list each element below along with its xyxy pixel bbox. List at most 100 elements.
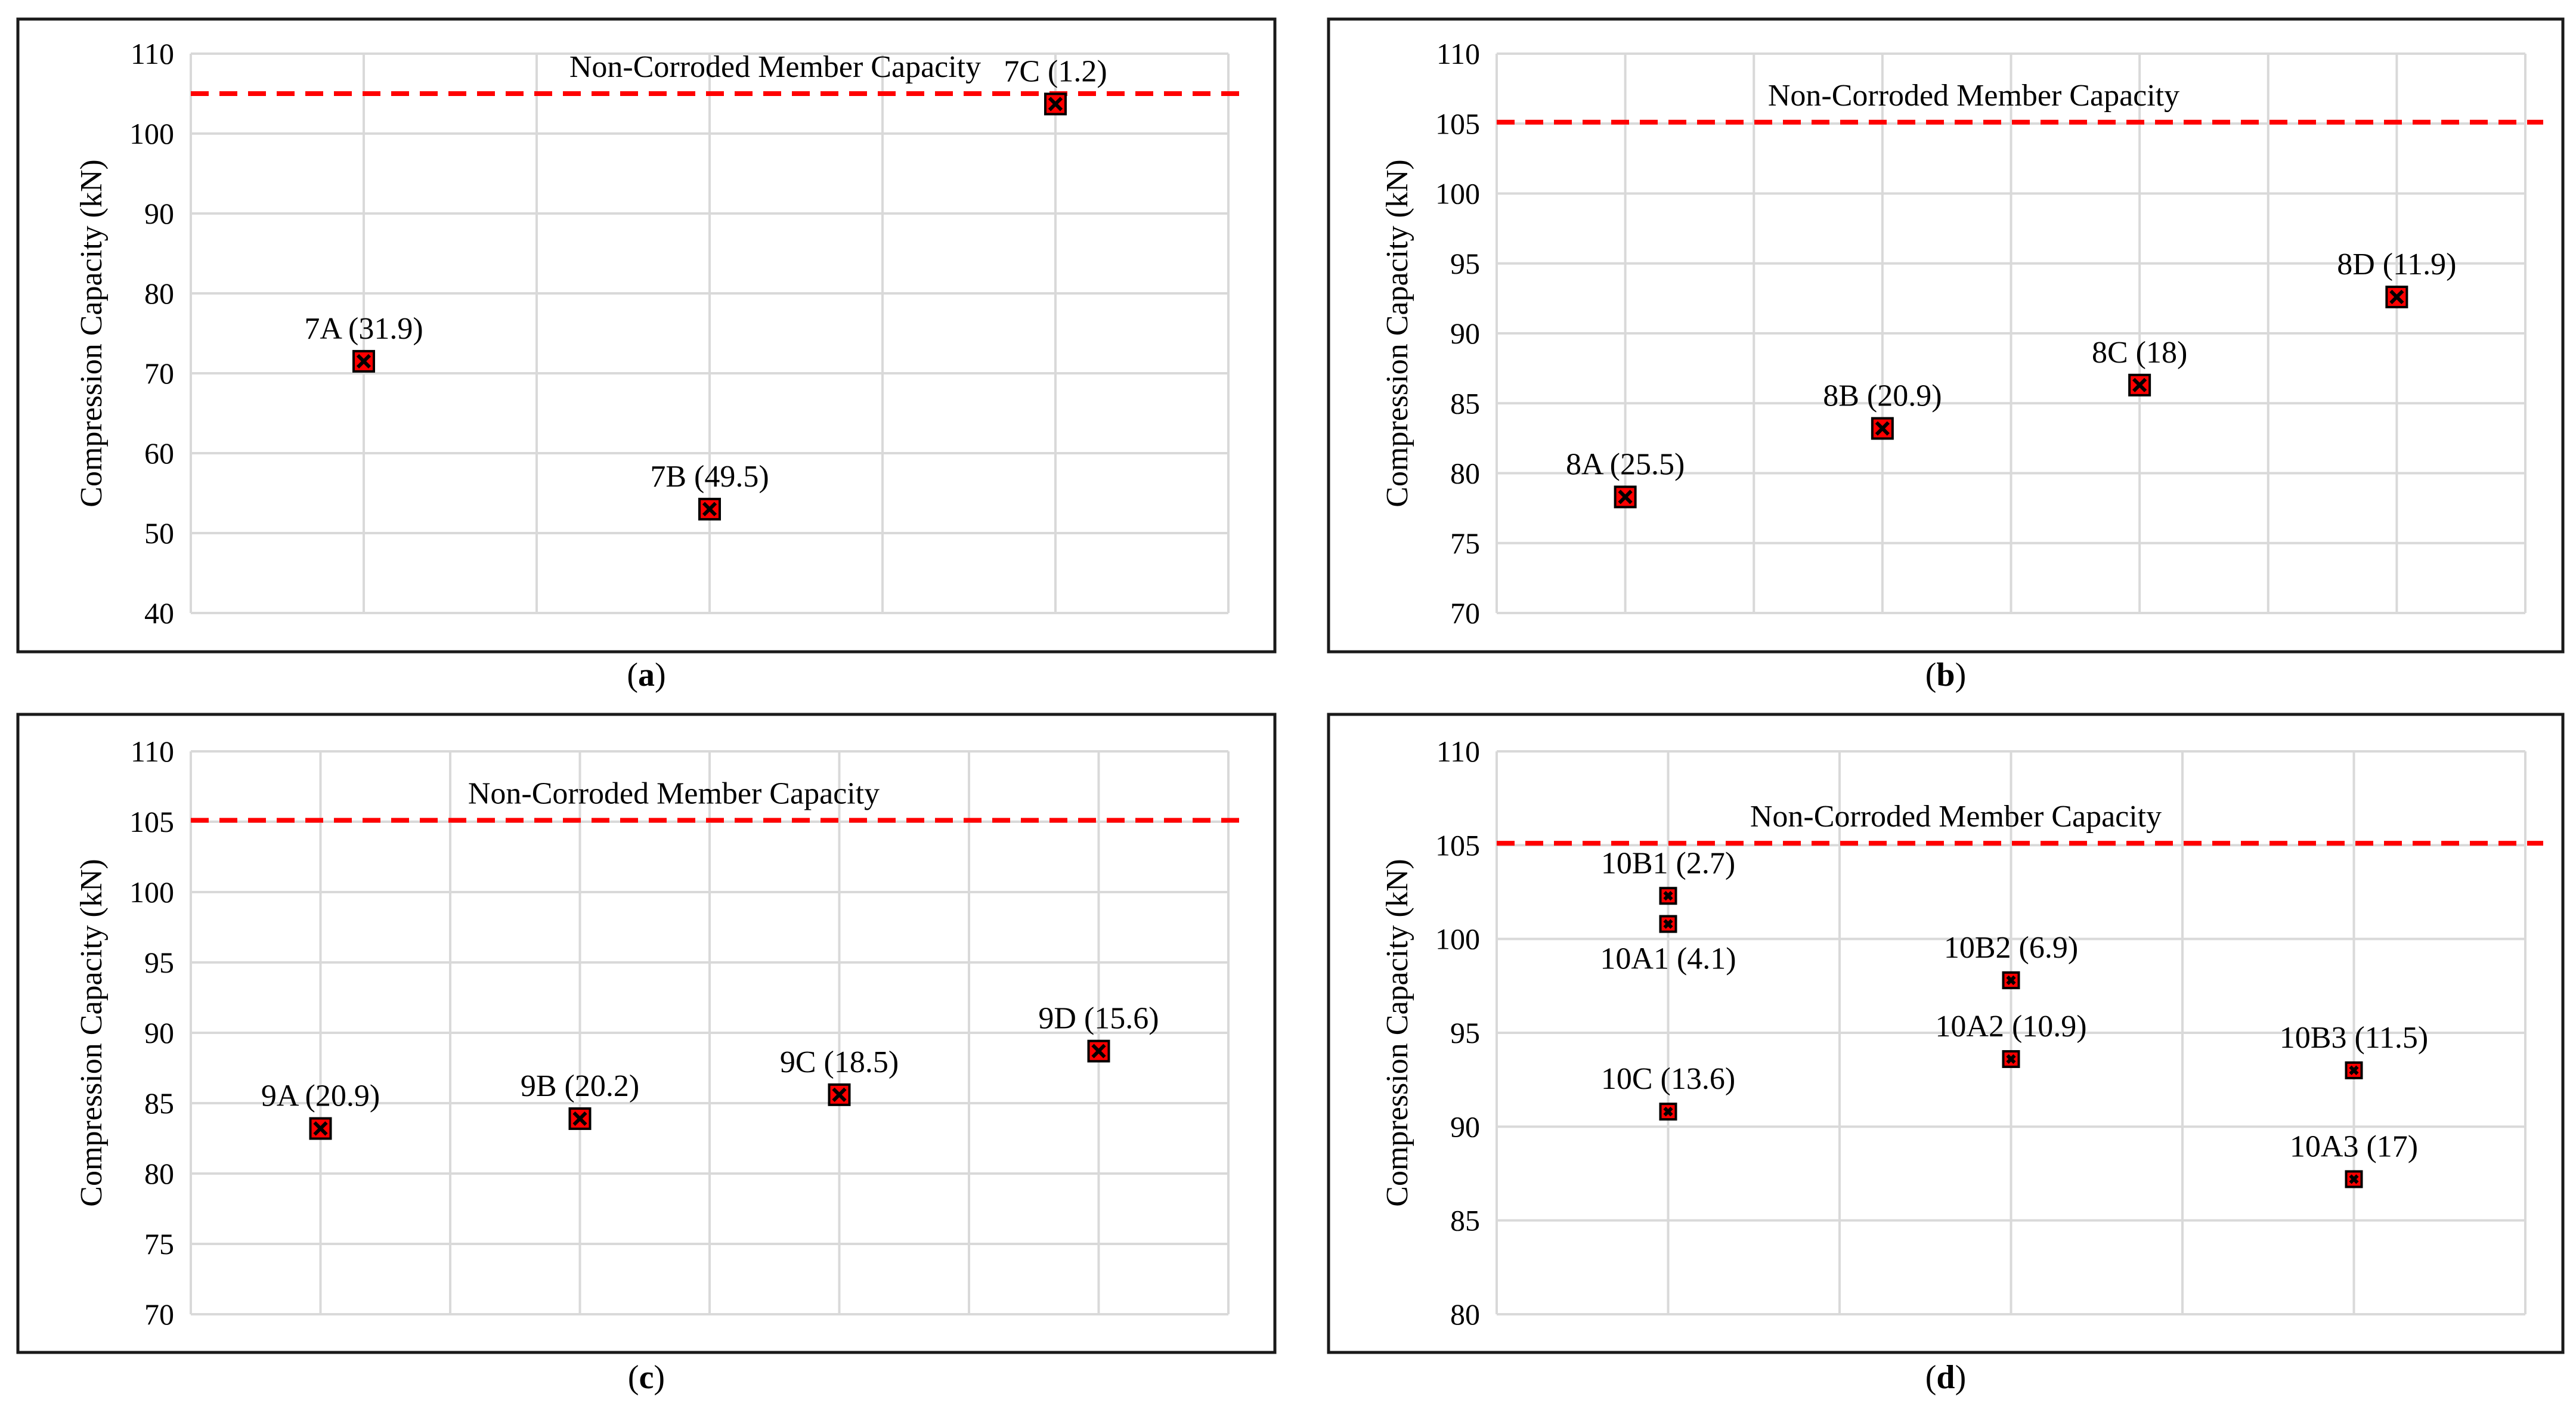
data-point bbox=[309, 1117, 332, 1140]
data-label: 9D (15.6) bbox=[1038, 1002, 1159, 1036]
chart-panel-b: 70 75 80 85 90 95 100 105 110 Compression Capacit… bbox=[1327, 17, 2565, 694]
panel-caption-letter: d bbox=[1936, 1359, 1955, 1396]
data-point-cross bbox=[1048, 97, 1063, 112]
y-tick-label: 90 bbox=[1450, 317, 1480, 350]
y-tick-label: 110 bbox=[1436, 37, 1480, 70]
y-tick-label: 70 bbox=[1450, 596, 1480, 630]
data-point-marker bbox=[568, 1107, 592, 1130]
data-point-marker bbox=[1659, 915, 1677, 933]
reference-line-label: Non-Corroded Member Capacity bbox=[569, 50, 981, 84]
y-axis-title: Compression Capacity (kN) bbox=[75, 859, 109, 1206]
data-point-cross bbox=[1618, 490, 1633, 504]
y-tick-label: 110 bbox=[1436, 735, 1480, 768]
data-label: 7B (49.5) bbox=[650, 460, 769, 494]
data-point bbox=[2345, 1061, 2363, 1079]
data-point bbox=[2128, 373, 2151, 397]
data-point-cross bbox=[313, 1121, 328, 1136]
data-label: 9A (20.9) bbox=[261, 1079, 380, 1113]
data-label: 10B2 (6.9) bbox=[1944, 931, 2078, 965]
data-point-cross bbox=[1091, 1044, 1106, 1058]
data-point-cross bbox=[356, 354, 371, 369]
chart-frame bbox=[16, 713, 1277, 1354]
y-tick-label: 60 bbox=[144, 436, 174, 470]
data-point bbox=[2002, 971, 2020, 989]
data-point bbox=[1659, 887, 1677, 905]
y-tick-label: 100 bbox=[1435, 922, 1480, 956]
panel-caption: (d) bbox=[1925, 1359, 1966, 1396]
y-axis-title: Compression Capacity (kN) bbox=[1380, 859, 1414, 1206]
y-tick-label: 110 bbox=[131, 735, 174, 768]
data-point-marker bbox=[2385, 286, 2408, 309]
data-point-cross bbox=[1875, 421, 1890, 436]
data-point bbox=[1871, 417, 1894, 440]
y-tick-label: 80 bbox=[1450, 457, 1480, 490]
data-point-cross bbox=[2349, 1065, 2359, 1076]
reference-line-label: Non-Corroded Member Capacity bbox=[468, 777, 880, 811]
reference-line-label: Non-Corroded Member Capacity bbox=[1750, 800, 2162, 834]
data-point-marker bbox=[2002, 1050, 2020, 1069]
chart-frame bbox=[16, 17, 1277, 654]
y-tick-label: 100 bbox=[129, 875, 174, 909]
y-axis-title: Compression Capacity (kN) bbox=[1380, 159, 1414, 507]
reference-line-label: Non-Corroded Member Capacity bbox=[1768, 79, 2179, 113]
data-point bbox=[828, 1083, 851, 1106]
panel-caption: (b) bbox=[1925, 657, 1966, 694]
chart-frame bbox=[1327, 17, 2565, 654]
panel-caption: (c) bbox=[628, 1359, 665, 1396]
chart-frame bbox=[1327, 713, 2565, 1354]
y-tick-label: 85 bbox=[1450, 386, 1480, 420]
y-tick-label: 105 bbox=[129, 805, 174, 838]
y-tick-label: 80 bbox=[1450, 1298, 1480, 1331]
data-label: 9C (18.5) bbox=[780, 1045, 899, 1079]
data-point-cross bbox=[572, 1111, 587, 1126]
data-point bbox=[352, 349, 375, 373]
chart-panel-c: 70 75 80 85 90 95 100 105 110 Compression Capacit… bbox=[16, 713, 1277, 1396]
y-tick-label: 100 bbox=[129, 117, 174, 150]
panel-caption-letter: b bbox=[1936, 657, 1955, 694]
chart-panel-a: 40 50 60 70 80 90 100 110 Compression Capacity (… bbox=[16, 17, 1277, 694]
y-tick-label: 100 bbox=[1435, 177, 1480, 210]
y-axis-title: Compression Capacity (kN) bbox=[75, 159, 109, 507]
panel-caption: (a) bbox=[627, 657, 665, 694]
y-tick-label: 50 bbox=[144, 516, 174, 550]
data-point bbox=[1659, 1103, 1677, 1121]
panel-caption-letter: a bbox=[638, 657, 655, 694]
data-label: 8D (11.9) bbox=[2337, 247, 2456, 281]
data-point-cross bbox=[2006, 1054, 2016, 1064]
y-tick-label: 75 bbox=[144, 1227, 174, 1261]
data-point bbox=[2002, 1050, 2020, 1069]
data-point bbox=[1614, 485, 1637, 509]
data-point-cross bbox=[2006, 975, 2016, 986]
data-point bbox=[1044, 92, 1067, 116]
data-point bbox=[698, 497, 721, 521]
y-tick-label: 75 bbox=[1450, 527, 1480, 560]
data-point-cross bbox=[2349, 1174, 2359, 1184]
y-tick-label: 85 bbox=[144, 1086, 174, 1120]
data-point-marker bbox=[1044, 92, 1067, 116]
data-point bbox=[2385, 286, 2408, 309]
data-point-marker bbox=[1614, 485, 1637, 509]
data-label: 8B (20.9) bbox=[1823, 379, 1942, 413]
data-label: 10B3 (11.5) bbox=[2280, 1021, 2428, 1055]
data-point-marker bbox=[1871, 417, 1894, 440]
data-label: 10A1 (4.1) bbox=[1600, 942, 1736, 976]
data-label: 7C (1.2) bbox=[1004, 54, 1107, 88]
data-label: 10B1 (2.7) bbox=[1601, 846, 1735, 880]
data-point bbox=[1659, 915, 1677, 933]
y-tick-label: 95 bbox=[144, 946, 174, 979]
data-point bbox=[2345, 1170, 2363, 1188]
y-tick-label: 90 bbox=[144, 1016, 174, 1050]
data-label: 10A3 (17) bbox=[2290, 1129, 2418, 1163]
y-tick-label: 95 bbox=[1450, 1016, 1480, 1050]
data-point-cross bbox=[2132, 377, 2147, 392]
y-tick-label: 105 bbox=[1435, 107, 1480, 140]
chart-panel-d: 80 85 90 95 100 105 110 Compression Capacity (k… bbox=[1327, 713, 2565, 1396]
y-tick-label: 90 bbox=[1450, 1110, 1480, 1143]
y-tick-label: 85 bbox=[1450, 1204, 1480, 1237]
panel-caption-letter: c bbox=[639, 1359, 654, 1396]
y-tick-label: 105 bbox=[1435, 828, 1480, 862]
data-label: 10A2 (10.9) bbox=[1935, 1010, 2086, 1044]
y-tick-label: 95 bbox=[1450, 247, 1480, 280]
data-point-cross bbox=[2389, 289, 2404, 305]
